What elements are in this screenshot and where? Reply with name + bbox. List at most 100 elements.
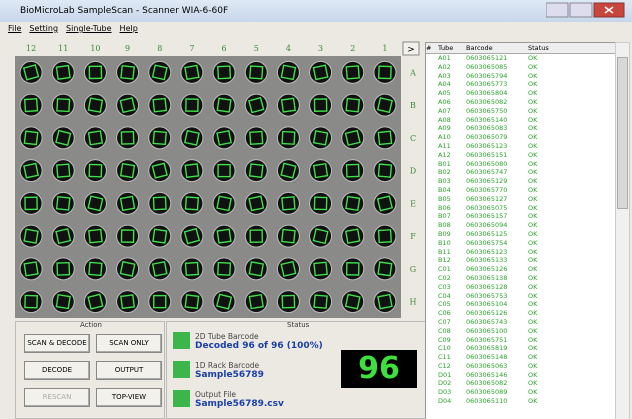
tube	[180, 257, 204, 281]
table-row[interactable]: C01 0603065126 OK	[426, 265, 616, 274]
table-row[interactable]: A07 0603065750 OK	[426, 107, 616, 116]
table-row[interactable]: A01 0603065121 OK	[426, 54, 616, 63]
table-cell: OK	[528, 326, 538, 335]
action-button[interactable]: DECODE	[24, 361, 90, 380]
table-row[interactable]: C10 0603065819 OK	[426, 344, 616, 353]
menu-item[interactable]: Single-Tube	[66, 24, 112, 33]
decode-box	[312, 228, 329, 245]
menu-item[interactable]: File	[8, 24, 22, 33]
table-row[interactable]: A08 0603065140 OK	[426, 116, 616, 125]
next-button[interactable]	[402, 41, 420, 56]
table-cell: OK	[528, 388, 538, 397]
scrollbar[interactable]	[615, 42, 630, 419]
table-row[interactable]: B12 0603065133 OK	[426, 256, 616, 265]
table-row[interactable]: A11 0603065123 OK	[426, 142, 616, 151]
table-row[interactable]: B03 0603065129 OK	[426, 177, 616, 186]
table-row[interactable]: C03 0603065128 OK	[426, 283, 616, 292]
count-display: 96	[341, 350, 417, 388]
table-row[interactable]: C07 0603065743 OK	[426, 318, 616, 327]
table-row[interactable]: B08 0603065094 OK	[426, 221, 616, 230]
decode-box	[23, 97, 39, 113]
table-cell: OK	[528, 62, 538, 71]
table-row[interactable]: B10 0603065754 OK	[426, 239, 616, 248]
decode-box	[184, 261, 200, 277]
table-cell: 0603065773	[466, 80, 508, 89]
table-row[interactable]: C12 0603065063 OK	[426, 362, 616, 371]
table-cell: A05	[438, 89, 451, 98]
action-button[interactable]: TOP-VIEW	[96, 388, 162, 407]
action-button[interactable]: OUTPUT	[96, 361, 162, 380]
tube	[341, 191, 365, 215]
decode-box	[23, 261, 39, 277]
decode-box	[281, 228, 296, 244]
table-cell: C02	[438, 273, 451, 282]
table-row[interactable]: B06 0603065075 OK	[426, 204, 616, 213]
tube	[244, 126, 268, 150]
table-cell: OK	[528, 265, 538, 274]
table-cell: 0603065138	[466, 273, 508, 282]
table-row[interactable]: D02 0603065082 OK	[426, 379, 616, 388]
table-row[interactable]: B07 0603065157 OK	[426, 212, 616, 221]
decode-box	[248, 195, 265, 212]
tube	[309, 126, 333, 150]
table-row[interactable]: D03 0603065089 OK	[426, 388, 616, 397]
table-row[interactable]: C02 0603065138 OK	[426, 274, 616, 283]
table-row[interactable]: A09 0603065083 OK	[426, 124, 616, 133]
table-row[interactable]: B04 0603065770 OK	[426, 186, 616, 195]
table-row[interactable]: B11 0603065123 OK	[426, 248, 616, 257]
table-row[interactable]: A02 0603065085 OK	[426, 63, 616, 72]
tube	[83, 126, 107, 150]
table-cell: OK	[528, 273, 538, 282]
table-cell: B10	[438, 238, 451, 247]
tube	[148, 191, 172, 215]
decode-box	[377, 130, 393, 146]
row-label: A	[409, 68, 416, 77]
table-row[interactable]: C08 0603065100 OK	[426, 327, 616, 336]
tube	[51, 290, 75, 314]
decode-box	[23, 130, 39, 146]
menu-item[interactable]: Setting	[29, 24, 59, 33]
table-row[interactable]: D01 0603065146 OK	[426, 371, 616, 380]
decode-box	[87, 293, 104, 310]
decode-box	[280, 97, 296, 113]
menu-item[interactable]: Help	[119, 24, 138, 33]
decode-box	[88, 261, 103, 277]
table-row[interactable]: B05 0603065127 OK	[426, 195, 616, 204]
table-row[interactable]: A06 0603065082 OK	[426, 98, 616, 107]
table-row[interactable]: C04 0603065753 OK	[426, 292, 616, 301]
table-row[interactable]: A03 0603065794 OK	[426, 72, 616, 81]
table-cell: OK	[528, 282, 538, 291]
decode-box	[119, 162, 136, 179]
table-row[interactable]: A10 0603065079 OK	[426, 133, 616, 142]
decode-box	[313, 98, 328, 112]
table-row[interactable]: C06 0603065126 OK	[426, 309, 616, 318]
window-controls[interactable]	[546, 2, 626, 18]
table-row[interactable]: C05 0603065104 OK	[426, 300, 616, 309]
decode-box	[249, 229, 264, 243]
table-row[interactable]: B01 0603065080 OK	[426, 160, 616, 169]
column-label: 5	[254, 44, 259, 53]
table-row[interactable]: B09 0603065125 OK	[426, 230, 616, 239]
action-button[interactable]: SCAN & DECODE	[24, 334, 90, 353]
decode-box	[55, 293, 71, 310]
table-row[interactable]: A05 0603065804 OK	[426, 89, 616, 98]
table-row[interactable]: C09 0603065751 OK	[426, 336, 616, 345]
decode-box	[312, 64, 329, 81]
table-row[interactable]: A04 0603065773 OK	[426, 80, 616, 89]
tube	[309, 191, 333, 215]
decode-box	[119, 195, 136, 212]
decode-box	[56, 98, 71, 113]
tube	[116, 191, 140, 215]
table-row[interactable]: B02 0603065747 OK	[426, 168, 616, 177]
table-cell: 0603065819	[466, 344, 508, 353]
table-row[interactable]: C11 0603065148 OK	[426, 353, 616, 362]
table-cell: OK	[528, 212, 538, 221]
decode-box	[376, 97, 393, 114]
table-row[interactable]: A12 0603065151 OK	[426, 151, 616, 160]
table-row[interactable]: D04 0603065110 OK	[426, 397, 616, 406]
tube	[148, 257, 172, 281]
table-cell: D04	[438, 397, 452, 406]
decode-box	[153, 294, 167, 309]
action-button[interactable]: SCAN ONLY	[96, 334, 162, 353]
decode-box	[55, 163, 71, 178]
